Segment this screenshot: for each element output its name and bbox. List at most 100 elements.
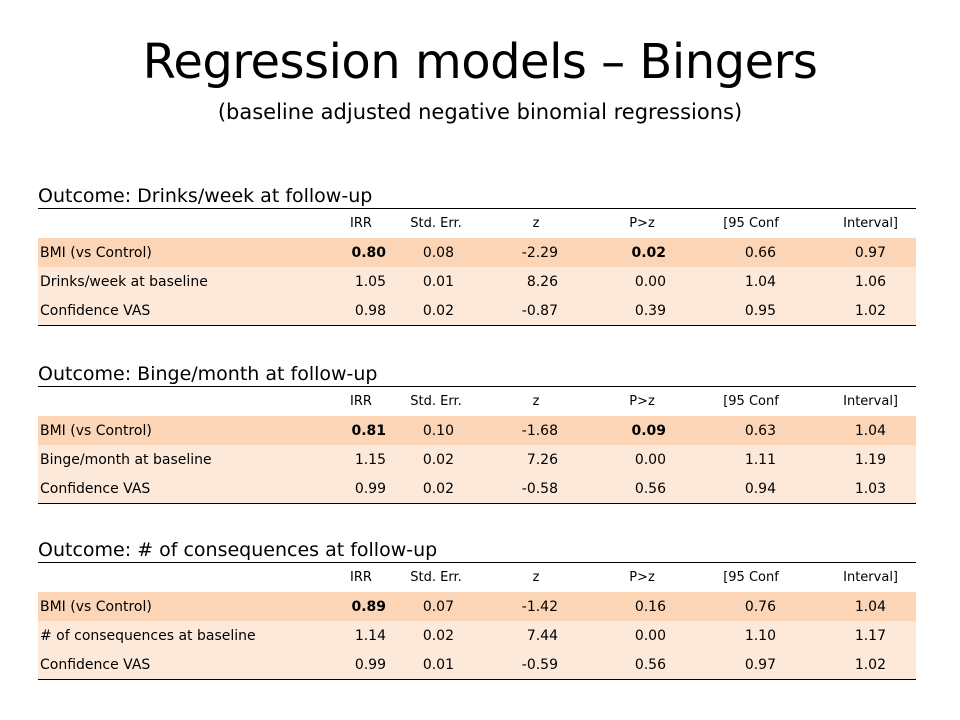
section-binge-month: Outcome: Binge/month at follow-up IRR St… (38, 362, 916, 504)
cell-std-err: 0.07 (388, 592, 484, 621)
cell-ci-low: 1.04 (696, 267, 806, 296)
table-row: BMI (vs Control) 0.80 0.08 -2.29 0.02 0.… (38, 238, 916, 267)
header-cell: z (484, 387, 588, 416)
cell-irr: 1.14 (336, 621, 388, 650)
cell-ci-low: 0.95 (696, 296, 806, 326)
header-cell: [95 Conf (696, 387, 806, 416)
cell-p: 0.56 (588, 474, 696, 504)
row-label: Confidence VAS (38, 650, 336, 680)
table-row: # of consequences at baseline 1.14 0.02 … (38, 621, 916, 650)
cell-irr: 0.98 (336, 296, 388, 326)
table-row: Confidence VAS 0.99 0.01 -0.59 0.56 0.97… (38, 650, 916, 680)
table-row: Binge/month at baseline 1.15 0.02 7.26 0… (38, 445, 916, 474)
regression-table: IRR Std. Err. z P>z [95 Conf Interval] B… (38, 563, 916, 680)
row-label: # of consequences at baseline (38, 621, 336, 650)
section-drinks-week: Outcome: Drinks/week at follow-up IRR St… (38, 184, 916, 326)
cell-irr: 1.15 (336, 445, 388, 474)
row-label: Confidence VAS (38, 296, 336, 326)
cell-p: 0.56 (588, 650, 696, 680)
section-consequences: Outcome: # of consequences at follow-up … (38, 538, 916, 680)
cell-std-err: 0.02 (388, 445, 484, 474)
cell-ci-high: 1.02 (806, 296, 916, 326)
cell-z: 7.26 (484, 445, 588, 474)
slide-subtitle: (baseline adjusted negative binomial reg… (217, 100, 743, 124)
cell-p: 0.09 (588, 416, 696, 445)
row-label: BMI (vs Control) (38, 238, 336, 267)
header-cell: IRR (336, 563, 388, 592)
section-title: Outcome: Binge/month at follow-up (38, 362, 916, 387)
cell-ci-high: 0.97 (806, 238, 916, 267)
cell-ci-high: 1.17 (806, 621, 916, 650)
table-row: BMI (vs Control) 0.81 0.10 -1.68 0.09 0.… (38, 416, 916, 445)
header-cell: Std. Err. (388, 209, 484, 238)
cell-ci-low: 0.63 (696, 416, 806, 445)
table-row: Drinks/week at baseline 1.05 0.01 8.26 0… (38, 267, 916, 296)
cell-std-err: 0.01 (388, 650, 484, 680)
header-cell (38, 387, 336, 416)
header-cell: P>z (588, 387, 696, 416)
table-row: BMI (vs Control) 0.89 0.07 -1.42 0.16 0.… (38, 592, 916, 621)
cell-p: 0.16 (588, 592, 696, 621)
header-cell: z (484, 209, 588, 238)
section-title: Outcome: Drinks/week at follow-up (38, 184, 916, 209)
header-cell: Std. Err. (388, 563, 484, 592)
cell-irr: 0.89 (336, 592, 388, 621)
header-cell: [95 Conf (696, 209, 806, 238)
cell-z: 8.26 (484, 267, 588, 296)
cell-std-err: 0.08 (388, 238, 484, 267)
cell-irr: 1.05 (336, 267, 388, 296)
cell-ci-high: 1.19 (806, 445, 916, 474)
section-title: Outcome: # of consequences at follow-up (38, 538, 916, 563)
cell-ci-low: 0.76 (696, 592, 806, 621)
row-label: Confidence VAS (38, 474, 336, 504)
cell-std-err: 0.01 (388, 267, 484, 296)
header-cell: z (484, 563, 588, 592)
cell-p: 0.00 (588, 621, 696, 650)
header-cell (38, 209, 336, 238)
header-cell: Interval] (806, 209, 916, 238)
header-row: IRR Std. Err. z P>z [95 Conf Interval] (38, 563, 916, 592)
cell-std-err: 0.02 (388, 474, 484, 504)
header-row: IRR Std. Err. z P>z [95 Conf Interval] (38, 209, 916, 238)
cell-irr: 0.80 (336, 238, 388, 267)
cell-z: -0.58 (484, 474, 588, 504)
cell-irr: 0.99 (336, 474, 388, 504)
row-label: BMI (vs Control) (38, 592, 336, 621)
slide-title: Regression models – Bingers (142, 34, 818, 90)
cell-p: 0.00 (588, 267, 696, 296)
header-cell (38, 563, 336, 592)
cell-irr: 0.99 (336, 650, 388, 680)
cell-std-err: 0.02 (388, 621, 484, 650)
header-cell: Std. Err. (388, 387, 484, 416)
cell-ci-high: 1.04 (806, 416, 916, 445)
cell-ci-low: 0.94 (696, 474, 806, 504)
cell-z: -0.59 (484, 650, 588, 680)
cell-z: -1.68 (484, 416, 588, 445)
header-cell: IRR (336, 387, 388, 416)
table-row: Confidence VAS 0.99 0.02 -0.58 0.56 0.94… (38, 474, 916, 504)
table-row: Confidence VAS 0.98 0.02 -0.87 0.39 0.95… (38, 296, 916, 326)
cell-ci-high: 1.02 (806, 650, 916, 680)
cell-p: 0.00 (588, 445, 696, 474)
cell-ci-low: 1.11 (696, 445, 806, 474)
cell-ci-high: 1.04 (806, 592, 916, 621)
cell-z: -1.42 (484, 592, 588, 621)
header-cell: [95 Conf (696, 563, 806, 592)
header-cell: Interval] (806, 387, 916, 416)
cell-ci-high: 1.06 (806, 267, 916, 296)
cell-z: -0.87 (484, 296, 588, 326)
cell-ci-high: 1.03 (806, 474, 916, 504)
row-label: Binge/month at baseline (38, 445, 336, 474)
cell-ci-low: 0.97 (696, 650, 806, 680)
cell-ci-low: 1.10 (696, 621, 806, 650)
row-label: BMI (vs Control) (38, 416, 336, 445)
row-label: Drinks/week at baseline (38, 267, 336, 296)
header-row: IRR Std. Err. z P>z [95 Conf Interval] (38, 387, 916, 416)
header-cell: IRR (336, 209, 388, 238)
header-cell: P>z (588, 209, 696, 238)
cell-std-err: 0.02 (388, 296, 484, 326)
cell-z: 7.44 (484, 621, 588, 650)
cell-ci-low: 0.66 (696, 238, 806, 267)
header-cell: Interval] (806, 563, 916, 592)
cell-z: -2.29 (484, 238, 588, 267)
